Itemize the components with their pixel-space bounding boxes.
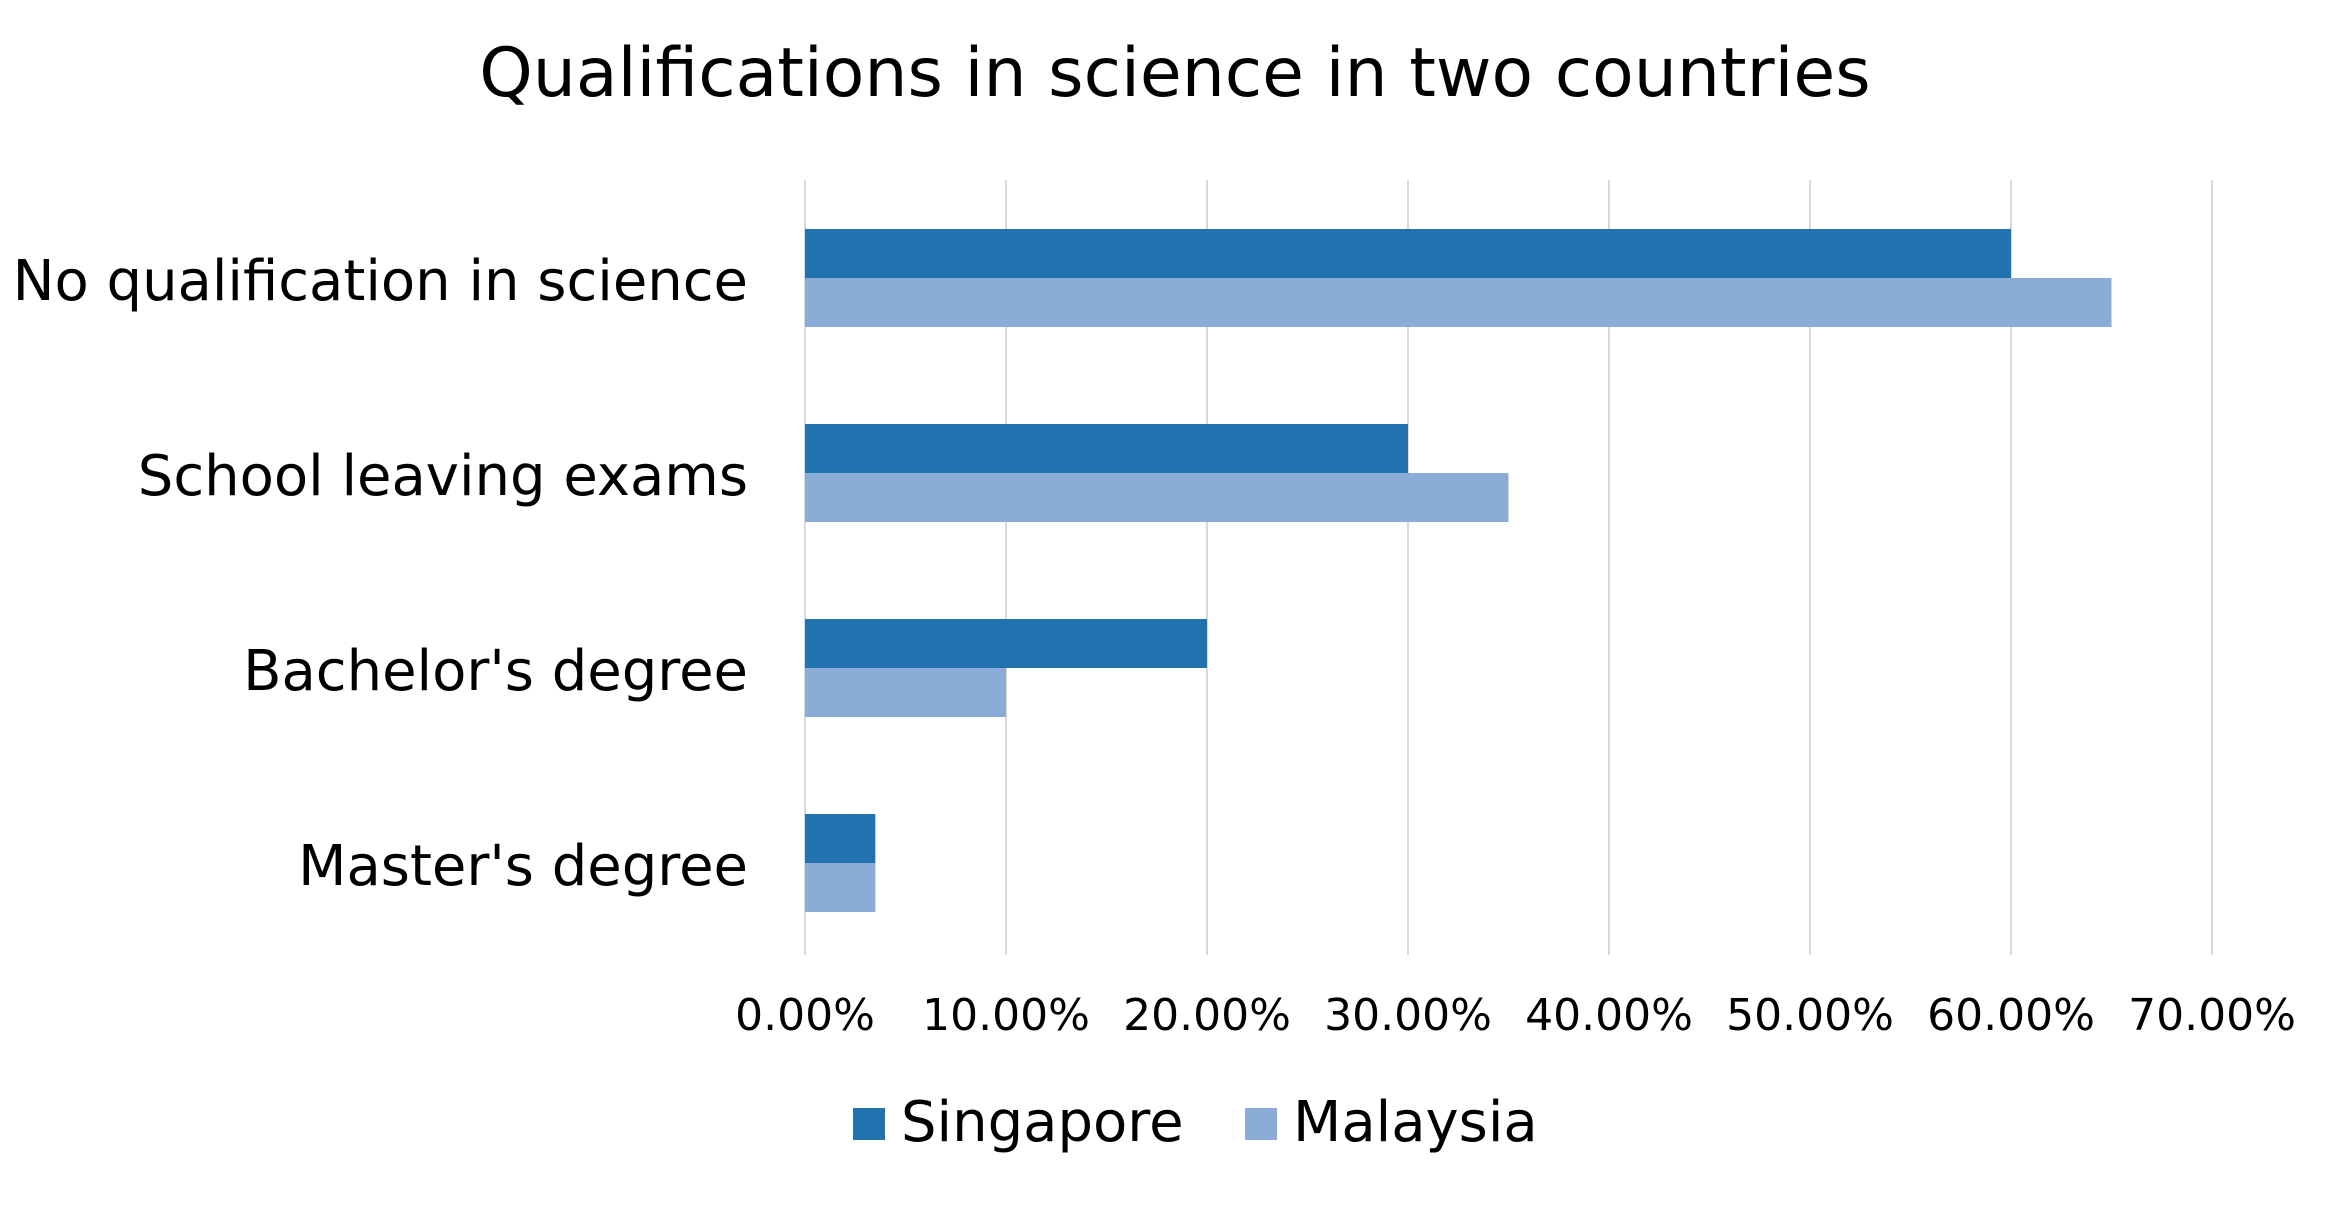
bar-malaysia-3	[805, 863, 876, 912]
category-label-0: No qualification in science	[13, 249, 748, 314]
x-tick-label-5: 50.00%	[1726, 990, 1894, 1041]
legend: Singapore Malaysia	[853, 1090, 1538, 1155]
bar-singapore-3	[805, 814, 876, 863]
chart-title: Qualifications in science in two countri…	[479, 34, 1870, 113]
x-tick-labels: 0.00% 10.00% 20.00% 30.00% 40.00% 50.00% 60.00…	[735, 990, 2296, 1041]
x-tick-label-6: 60.00%	[1927, 990, 2095, 1041]
x-tick-label-3: 30.00%	[1324, 990, 1492, 1041]
x-tick-label-4: 40.00%	[1525, 990, 1693, 1041]
category-label-3: Master's degree	[298, 834, 748, 899]
bars	[805, 229, 2112, 912]
bar-malaysia-1	[805, 473, 1509, 522]
x-tick-label-0: 0.00%	[735, 990, 875, 1041]
x-tick-label-1: 10.00%	[922, 990, 1090, 1041]
category-label-1: School leaving exams	[138, 444, 748, 509]
legend-swatch-singapore	[853, 1108, 885, 1140]
bar-singapore-2	[805, 619, 1207, 668]
bar-malaysia-2	[805, 668, 1006, 717]
legend-label-malaysia: Malaysia	[1293, 1090, 1538, 1155]
category-labels: No qualification in science School leavin…	[13, 249, 748, 899]
bar-singapore-1	[805, 424, 1408, 473]
x-tick-label-7: 70.00%	[2128, 990, 2296, 1041]
legend-swatch-malaysia	[1245, 1108, 1277, 1140]
x-tick-label-2: 20.00%	[1123, 990, 1291, 1041]
legend-item-singapore: Singapore	[853, 1090, 1184, 1155]
category-label-2: Bachelor's degree	[243, 639, 748, 704]
bar-singapore-0	[805, 229, 2011, 278]
bar-malaysia-0	[805, 278, 2112, 327]
legend-item-malaysia: Malaysia	[1245, 1090, 1538, 1155]
legend-label-singapore: Singapore	[901, 1090, 1184, 1155]
